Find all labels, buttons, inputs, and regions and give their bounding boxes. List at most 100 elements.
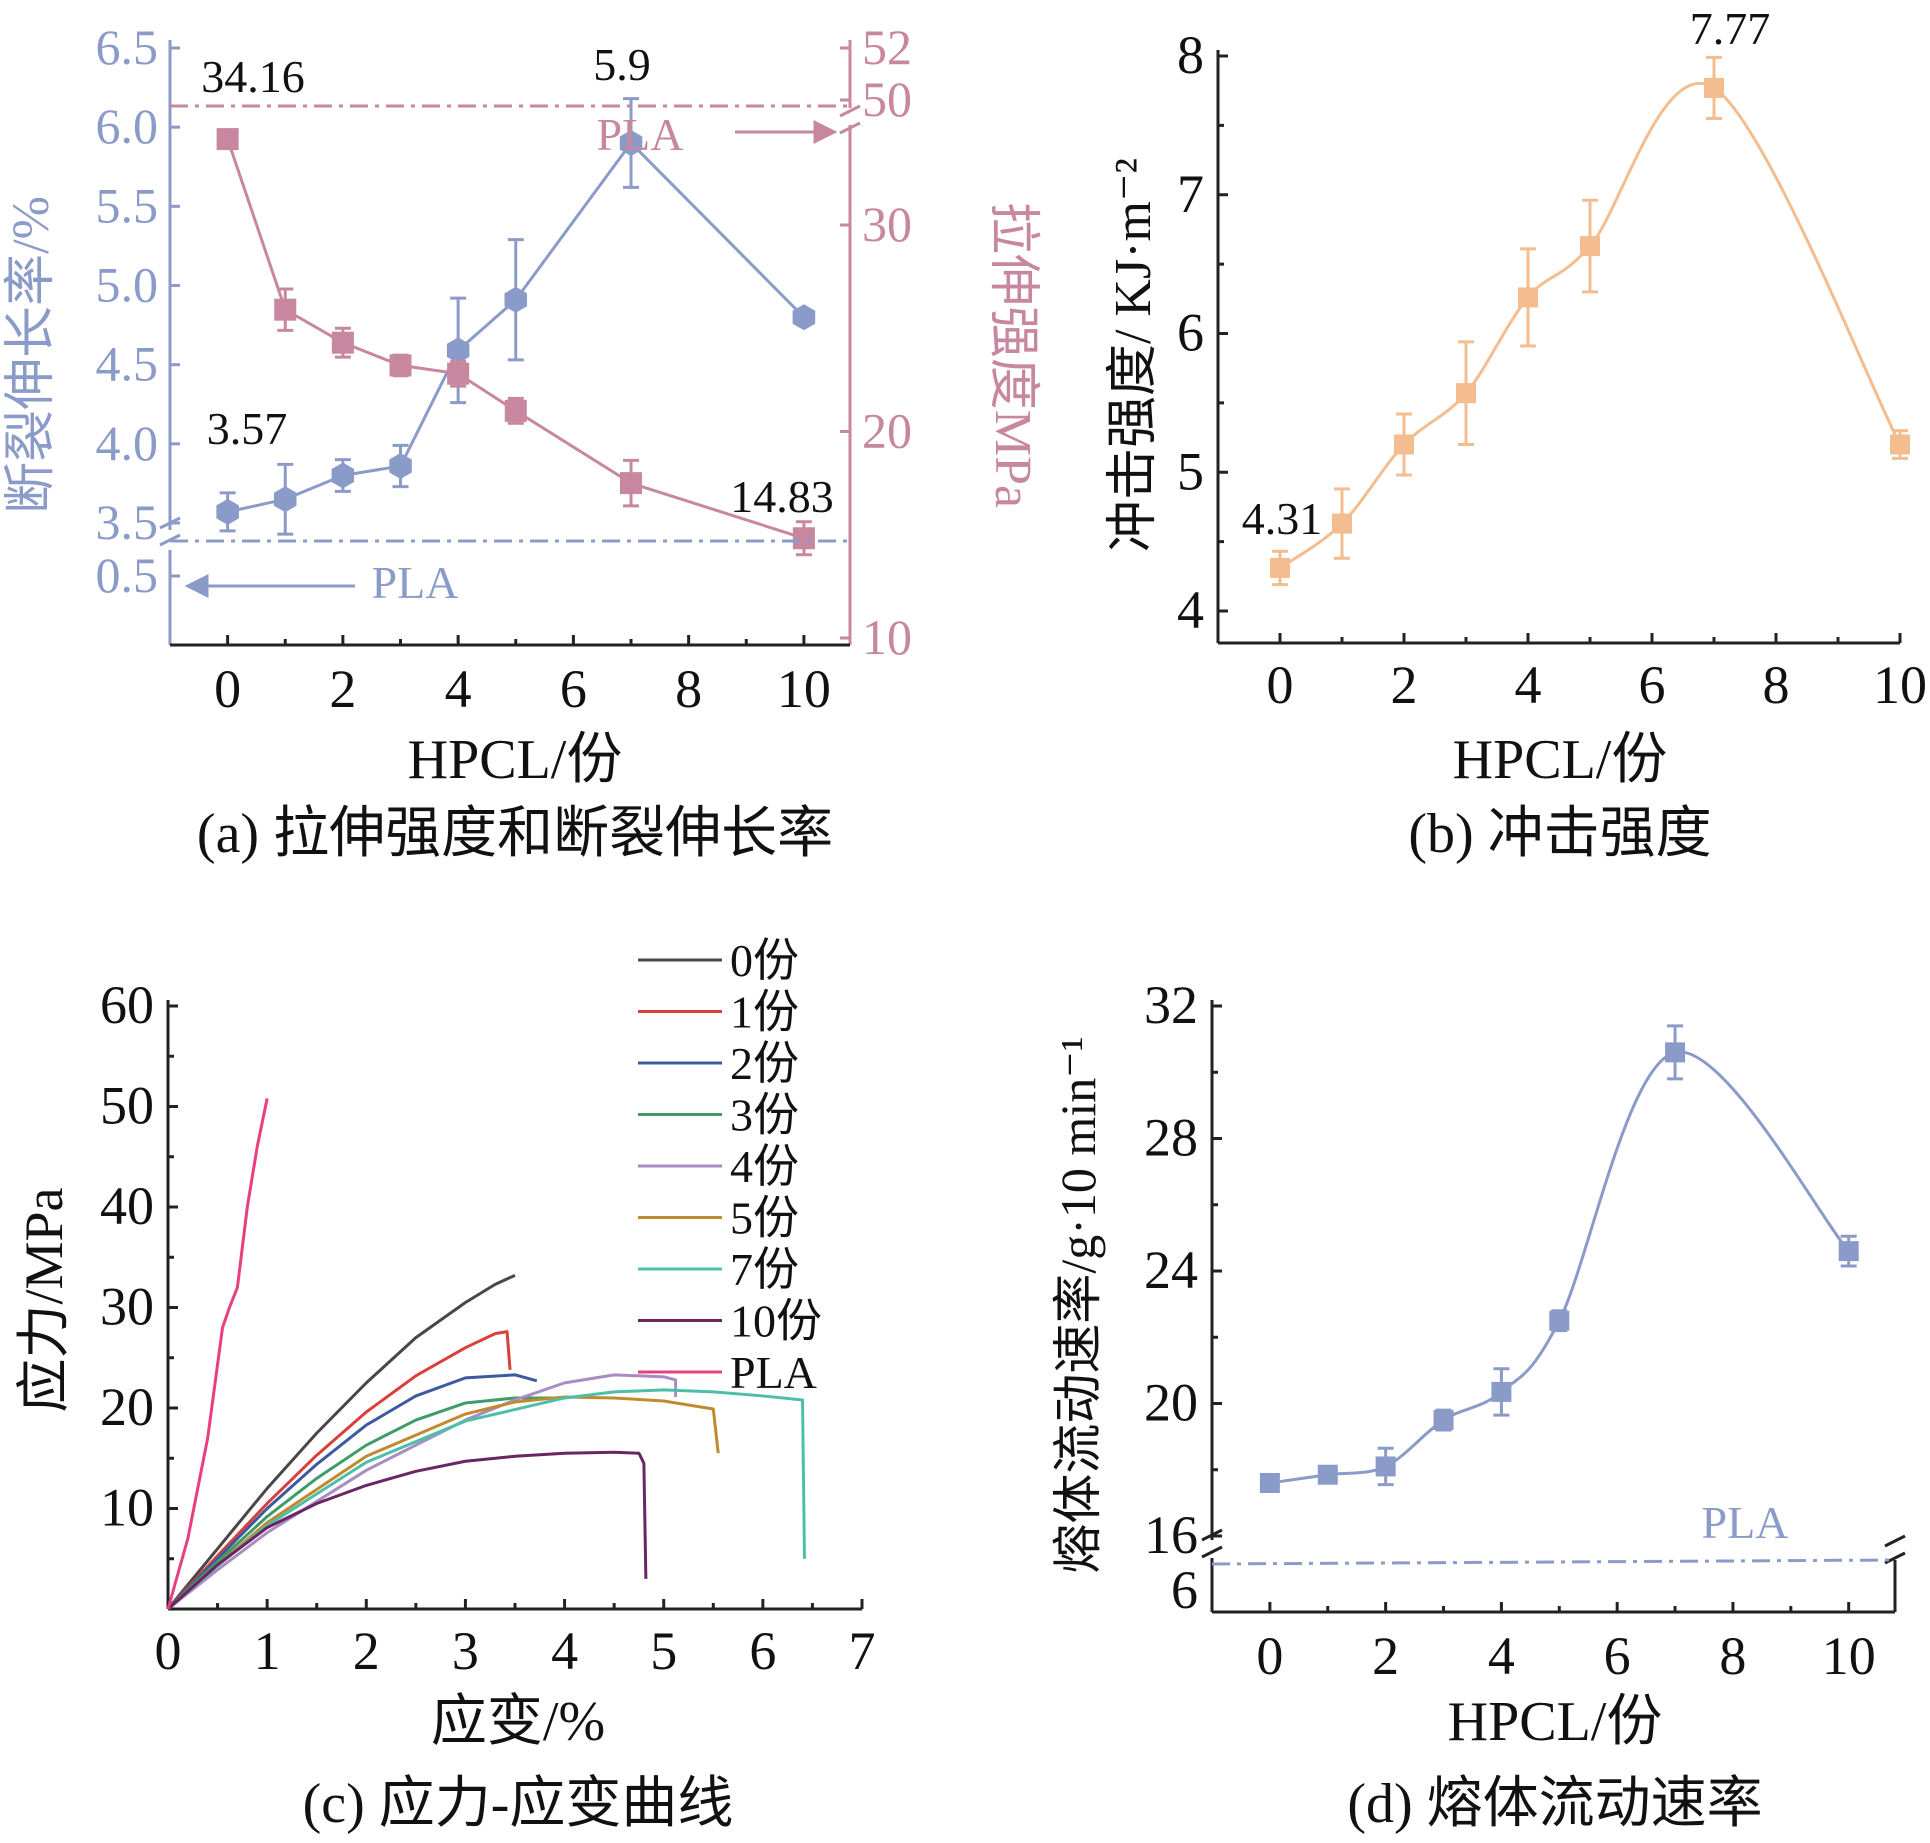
x-tick-label: 2 <box>353 1621 380 1681</box>
elongation-point <box>446 337 470 364</box>
y-axis-break-mark <box>1201 1528 1223 1559</box>
legend-label: 2份 <box>730 1038 799 1089</box>
y-tick-label: 16 <box>1144 1505 1198 1565</box>
right-tick-label: 20 <box>862 403 912 459</box>
legend-label: 4份 <box>730 1141 799 1192</box>
y-tick-label: 20 <box>100 1377 154 1437</box>
right-tick-label: 10 <box>862 609 912 665</box>
curve-6 <box>167 1395 720 1611</box>
x-tick-label: 6 <box>560 659 587 719</box>
x-tick-label: 3 <box>452 1621 479 1681</box>
right-tick-label: 52 <box>862 19 912 75</box>
curve-8 <box>167 1450 648 1611</box>
x-tick-label: 10 <box>777 659 831 719</box>
panel-a-xlabel: HPCL/份 <box>408 729 623 791</box>
panel-c-ylabel: 应力/MPa <box>14 1187 74 1412</box>
curve-9 <box>166 1098 269 1610</box>
panel-b-axes: 0 2 4 6 8 10 4 5 6 7 8 <box>1177 25 1927 715</box>
impact-point <box>1270 557 1290 578</box>
impact-point <box>1704 77 1724 98</box>
x-tick-label: 0 <box>155 1621 182 1681</box>
x-tick-label: 10 <box>1822 1626 1876 1686</box>
elongation-point <box>331 462 355 489</box>
y-tick-label: 40 <box>100 1176 154 1236</box>
annotation-elongation-7: 5.9 <box>593 39 651 90</box>
y-tick-label: 8 <box>1177 25 1204 85</box>
x-tick-label: 0 <box>1256 1626 1283 1686</box>
curve-2 <box>166 1330 512 1611</box>
panel-a-ylabel-left: 断裂伸长率/% <box>3 196 60 514</box>
y-tick-label: 6 <box>1177 303 1204 363</box>
x-tick-label: 10 <box>1873 655 1927 715</box>
annotation-impact-7: 7.77 <box>1690 3 1771 54</box>
y-tick-label: 60 <box>100 975 154 1035</box>
panel-a-ylabel-right: 拉伸强度MPa <box>984 202 1041 508</box>
panel-c-marks <box>166 1098 806 1611</box>
y-tick-label: 5 <box>1177 441 1204 501</box>
panel-b-ylabel: 冲击强度/ KJ·m⁻² <box>1105 158 1162 552</box>
panel-b: 0 2 4 6 8 10 4 5 6 7 8 4.31 7.77 HPCL/份 冲击强度/ KJ·m… <box>1105 3 1927 865</box>
legend-label: 1份 <box>730 987 799 1038</box>
tensile-point <box>274 298 297 321</box>
elongation-point <box>619 130 643 156</box>
panel-d-caption: (d) 熔体流动速率 <box>1347 1773 1762 1835</box>
x-tick-label: 4 <box>1488 1626 1515 1686</box>
y-tick-label: 7 <box>1177 164 1204 224</box>
elongation-point <box>389 453 412 479</box>
annotation-tensile-0: 34.16 <box>201 51 305 102</box>
mfr-point <box>1259 1473 1280 1493</box>
impact-point <box>1518 287 1538 308</box>
x-tick-label: 5 <box>650 1621 677 1681</box>
panel-a-caption: (a) 拉伸强度和断裂伸长率 <box>197 803 833 865</box>
y-tick-label: 24 <box>1144 1240 1198 1300</box>
tensile-point <box>792 527 815 550</box>
x-tick-label: 8 <box>1719 1626 1746 1686</box>
panel-b-xlabel: HPCL/份 <box>1453 729 1668 791</box>
impact-point <box>1332 513 1352 534</box>
x-tick-label: 7 <box>849 1621 876 1681</box>
elongation-point <box>504 286 527 313</box>
pla-mfr-label: PLA <box>1702 1497 1789 1548</box>
right-tick-label: 50 <box>862 71 912 127</box>
panel-a-axes: 0 2 4 6 8 103.54.04.55.05.56.06.50.5102030505… <box>96 19 913 719</box>
left-tick-label: 3.5 <box>96 494 159 550</box>
y-tick-label: 4 <box>1177 580 1204 640</box>
tensile-point <box>331 331 354 354</box>
curve-3 <box>166 1373 538 1611</box>
tensile-point <box>620 472 643 495</box>
mfr-point <box>1375 1456 1396 1477</box>
mfr-point <box>1838 1241 1859 1262</box>
legend-label: 3份 <box>730 1090 799 1141</box>
x-tick-label: 6 <box>1604 1626 1631 1686</box>
annotation-tensile-10: 14.83 <box>730 471 834 522</box>
pla-elongation-label: PLA <box>372 557 459 608</box>
mfr-point <box>1433 1410 1454 1431</box>
impact-point <box>1580 236 1600 257</box>
mfr-line <box>1269 1050 1850 1485</box>
tensile-point <box>216 128 239 151</box>
pla-mfr-reference-line <box>1211 1558 1896 1566</box>
tensile-point <box>389 354 412 377</box>
y-tick-label: 28 <box>1144 1108 1198 1168</box>
panel-c: 0 1 2 3 4 5 6 7 10 20 30 40 50 60 0份1份2份3份4份5份7份10份PL… <box>14 935 876 1835</box>
mfr-point <box>1665 1042 1686 1063</box>
legend-label: PLA <box>730 1347 817 1398</box>
y-tick-label: 30 <box>100 1277 154 1337</box>
annotation-elongation-0: 3.57 <box>207 403 288 454</box>
curve-7 <box>167 1388 806 1611</box>
y-tick-label: 6 <box>1171 1560 1198 1620</box>
pla-tensile-label: PLA <box>597 109 684 160</box>
panel-d-xlabel: HPCL/份 <box>1448 1691 1663 1753</box>
left-tick-label: 0.5 <box>96 547 159 603</box>
panel-a-marks <box>216 97 816 557</box>
mfr-point <box>1317 1464 1338 1485</box>
panel-d-ylabel: 熔体流动速率/g·10 min⁻¹ <box>1050 1036 1106 1573</box>
x-tick-label: 1 <box>254 1621 281 1681</box>
x-tick-label: 2 <box>1372 1626 1399 1686</box>
x-tick-label: 4 <box>551 1621 578 1681</box>
right-tick-label: 30 <box>862 196 912 252</box>
